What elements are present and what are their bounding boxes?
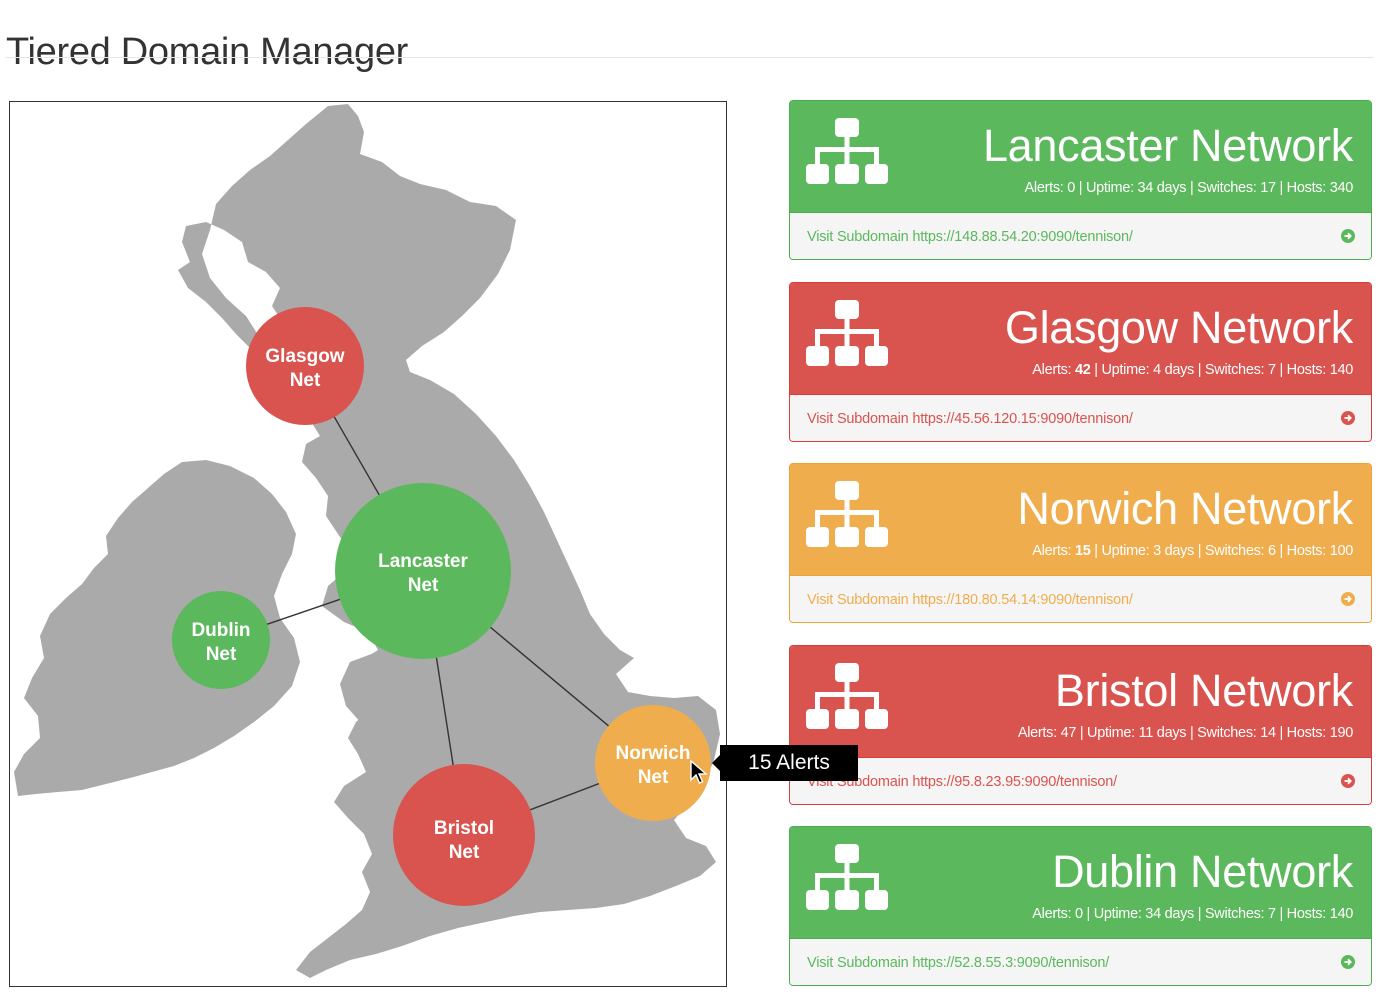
node-bristol-label-2: Net xyxy=(449,842,480,863)
network-name: Glasgow Network xyxy=(1004,302,1353,353)
panel-heading: Bristol Network Alerts: 47 | Uptime: 11 … xyxy=(790,646,1371,757)
panel-dublin: Dublin Network Alerts: 0 | Uptime: 34 da… xyxy=(789,826,1372,986)
node-norwich[interactable]: Norwich Net xyxy=(595,705,711,821)
alerts-label: Alerts: xyxy=(1032,906,1076,922)
ireland-landmass xyxy=(14,460,300,796)
visit-subdomain-link[interactable]: Visit Subdomain https://180.80.54.14:909… xyxy=(807,592,1133,608)
stats-rest: | Uptime: 34 days | Switches: 7 | Hosts:… xyxy=(1082,906,1354,922)
alerts-count: 0 xyxy=(1067,180,1076,196)
sitemap-icon xyxy=(806,844,888,910)
network-stats: Alerts: 42 | Uptime: 4 days | Switches: … xyxy=(1032,361,1353,379)
panel-heading: Lancaster Network Alerts: 0 | Uptime: 34… xyxy=(790,101,1371,212)
node-norwich-label-1: Norwich xyxy=(616,743,691,764)
node-norwich-label-2: Net xyxy=(638,767,669,788)
network-name: Norwich Network xyxy=(1017,483,1353,534)
map-canvas: Glasgow Net Lancaster Net Dublin Net Nor… xyxy=(14,104,720,978)
network-stats: Alerts: 0 | Uptime: 34 days | Switches: … xyxy=(1024,179,1354,197)
alerts-count: 42 xyxy=(1075,362,1091,378)
mouse-pointer-icon xyxy=(690,760,708,784)
alerts-count: 47 xyxy=(1060,725,1077,741)
panel-bristol: Bristol Network Alerts: 47 | Uptime: 11 … xyxy=(789,645,1372,805)
alerts-label: Alerts: xyxy=(1017,725,1061,741)
node-glasgow-label-1: Glasgow xyxy=(265,346,344,367)
network-stats: Alerts: 47 | Uptime: 11 days | Switches:… xyxy=(1018,724,1353,742)
stats-rest: | Uptime: 4 days | Switches: 7 | Hosts: … xyxy=(1090,362,1353,378)
panel-heading: Dublin Network Alerts: 0 | Uptime: 34 da… xyxy=(790,827,1371,938)
arrow-circle-right-icon[interactable] xyxy=(1341,411,1355,425)
node-glasgow[interactable]: Glasgow Net xyxy=(246,307,364,425)
panel-footer: Visit Subdomain https://148.88.54.20:909… xyxy=(790,212,1371,259)
node-lancaster-label-2: Net xyxy=(408,575,439,596)
stats-rest: | Uptime: 34 days | Switches: 17 | Hosts… xyxy=(1075,180,1354,196)
network-name: Lancaster Network xyxy=(982,120,1353,171)
node-dublin[interactable]: Dublin Net xyxy=(172,591,270,689)
panel-footer: Visit Subdomain https://52.8.55.3:9090/t… xyxy=(790,938,1371,985)
arrow-circle-right-icon[interactable] xyxy=(1341,229,1355,243)
visit-subdomain-link[interactable]: Visit Subdomain https://45.56.120.15:909… xyxy=(807,411,1133,427)
arrow-circle-right-icon[interactable] xyxy=(1341,592,1355,606)
panel-heading: Glasgow Network Alerts: 42 | Uptime: 4 d… xyxy=(790,283,1371,394)
sitemap-icon xyxy=(806,663,888,729)
visit-subdomain-link[interactable]: Visit Subdomain https://95.8.23.95:9090/… xyxy=(807,774,1117,790)
node-lancaster-label-1: Lancaster xyxy=(378,551,468,572)
panel-footer: Visit Subdomain https://45.56.120.15:909… xyxy=(790,394,1371,441)
panel-footer: Visit Subdomain https://95.8.23.95:9090/… xyxy=(790,757,1371,804)
alerts-count: 15 xyxy=(1075,543,1091,559)
network-name: Bristol Network xyxy=(1054,665,1353,716)
node-dublin-label-2: Net xyxy=(206,644,237,665)
node-dublin-label-1: Dublin xyxy=(191,620,250,641)
panel-lancaster: Lancaster Network Alerts: 0 | Uptime: 34… xyxy=(789,100,1372,260)
alerts-label: Alerts: xyxy=(1032,543,1076,559)
sitemap-icon xyxy=(806,118,888,184)
page-title: Tiered Domain Manager xyxy=(6,31,409,74)
alerts-count: 0 xyxy=(1075,906,1083,922)
arrow-circle-right-icon[interactable] xyxy=(1341,774,1355,788)
alerts-label: Alerts: xyxy=(1032,362,1076,378)
network-name: Dublin Network xyxy=(1052,846,1353,897)
panel-norwich: Norwich Network Alerts: 15 | Uptime: 3 d… xyxy=(789,463,1372,623)
node-bristol-label-1: Bristol xyxy=(434,818,494,839)
panel-heading: Norwich Network Alerts: 15 | Uptime: 3 d… xyxy=(790,464,1371,575)
wales-landmass xyxy=(340,650,430,756)
node-lancaster[interactable]: Lancaster Net xyxy=(335,483,511,659)
sitemap-icon xyxy=(806,481,888,547)
arrow-circle-right-icon[interactable] xyxy=(1341,955,1355,969)
visit-subdomain-link[interactable]: Visit Subdomain https://52.8.55.3:9090/t… xyxy=(807,955,1110,971)
sitemap-icon xyxy=(806,300,888,366)
stats-rest: | Uptime: 3 days | Switches: 6 | Hosts: … xyxy=(1090,543,1353,559)
node-glasgow-label-2: Net xyxy=(290,370,321,391)
network-map: Glasgow Net Lancaster Net Dublin Net Nor… xyxy=(9,101,727,987)
network-stats: Alerts: 0 | Uptime: 34 days | Switches: … xyxy=(1032,905,1353,923)
alerts-label: Alerts: xyxy=(1024,180,1068,196)
node-bristol[interactable]: Bristol Net xyxy=(393,764,535,906)
panel-glasgow: Glasgow Network Alerts: 42 | Uptime: 4 d… xyxy=(789,282,1372,442)
panel-footer: Visit Subdomain https://180.80.54.14:909… xyxy=(790,575,1371,622)
network-stats: Alerts: 15 | Uptime: 3 days | Switches: … xyxy=(1032,542,1353,560)
stats-rest: | Uptime: 11 days | Switches: 14 | Hosts… xyxy=(1076,725,1353,741)
alerts-tooltip: 15 Alerts xyxy=(712,745,858,781)
title-divider xyxy=(6,57,1374,58)
visit-subdomain-link[interactable]: Visit Subdomain https://148.88.54.20:909… xyxy=(807,229,1133,245)
